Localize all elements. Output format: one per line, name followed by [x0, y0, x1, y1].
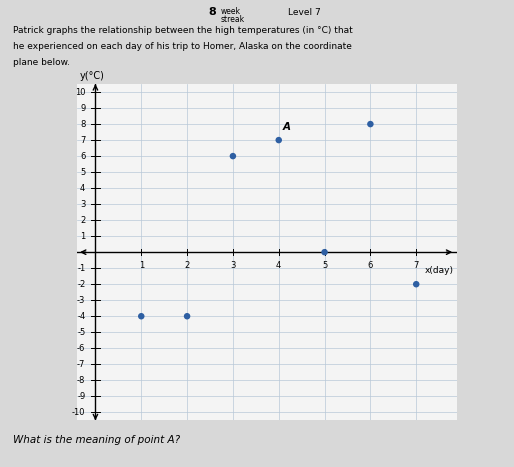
- Text: Patrick graphs the relationship between the high temperatures (in °C) that: Patrick graphs the relationship between …: [13, 26, 353, 35]
- Text: 9: 9: [80, 104, 85, 113]
- Text: -9: -9: [77, 392, 85, 401]
- Text: -6: -6: [77, 344, 85, 353]
- Text: 6: 6: [80, 152, 85, 161]
- Text: 8: 8: [208, 7, 216, 17]
- Text: 1: 1: [80, 232, 85, 241]
- Text: -8: -8: [77, 376, 85, 385]
- Text: 3: 3: [230, 261, 235, 270]
- Point: [320, 248, 328, 256]
- Text: 4: 4: [80, 184, 85, 192]
- Text: What is the meaning of point A?: What is the meaning of point A?: [13, 435, 180, 445]
- Text: 6: 6: [368, 261, 373, 270]
- Point: [137, 312, 145, 320]
- Text: 4: 4: [276, 261, 281, 270]
- Text: 5: 5: [322, 261, 327, 270]
- Text: y(°C): y(°C): [79, 71, 104, 81]
- Point: [274, 136, 283, 144]
- Text: -2: -2: [77, 280, 85, 289]
- Text: 2: 2: [80, 216, 85, 225]
- Text: 7: 7: [80, 135, 85, 145]
- Point: [412, 281, 420, 288]
- Text: -1: -1: [77, 264, 85, 273]
- Text: -4: -4: [77, 312, 85, 321]
- Text: x(day): x(day): [425, 266, 454, 275]
- Text: 5: 5: [80, 168, 85, 177]
- Point: [183, 312, 191, 320]
- Text: 1: 1: [139, 261, 144, 270]
- Text: plane below.: plane below.: [13, 58, 70, 67]
- Text: streak: streak: [221, 15, 245, 24]
- Text: -5: -5: [77, 328, 85, 337]
- Text: 10: 10: [75, 88, 85, 97]
- Text: -10: -10: [72, 408, 85, 417]
- Text: -7: -7: [77, 360, 85, 369]
- Text: 3: 3: [80, 200, 85, 209]
- Text: Level 7: Level 7: [288, 8, 321, 17]
- Text: 7: 7: [414, 261, 419, 270]
- Text: week: week: [221, 7, 241, 16]
- Text: -3: -3: [77, 296, 85, 304]
- Text: 8: 8: [80, 120, 85, 128]
- Point: [366, 120, 375, 128]
- Text: A: A: [282, 122, 290, 132]
- Point: [229, 152, 237, 160]
- Text: 2: 2: [185, 261, 190, 270]
- Text: he experienced on each day of his trip to Homer, Alaska on the coordinate: he experienced on each day of his trip t…: [13, 42, 352, 51]
